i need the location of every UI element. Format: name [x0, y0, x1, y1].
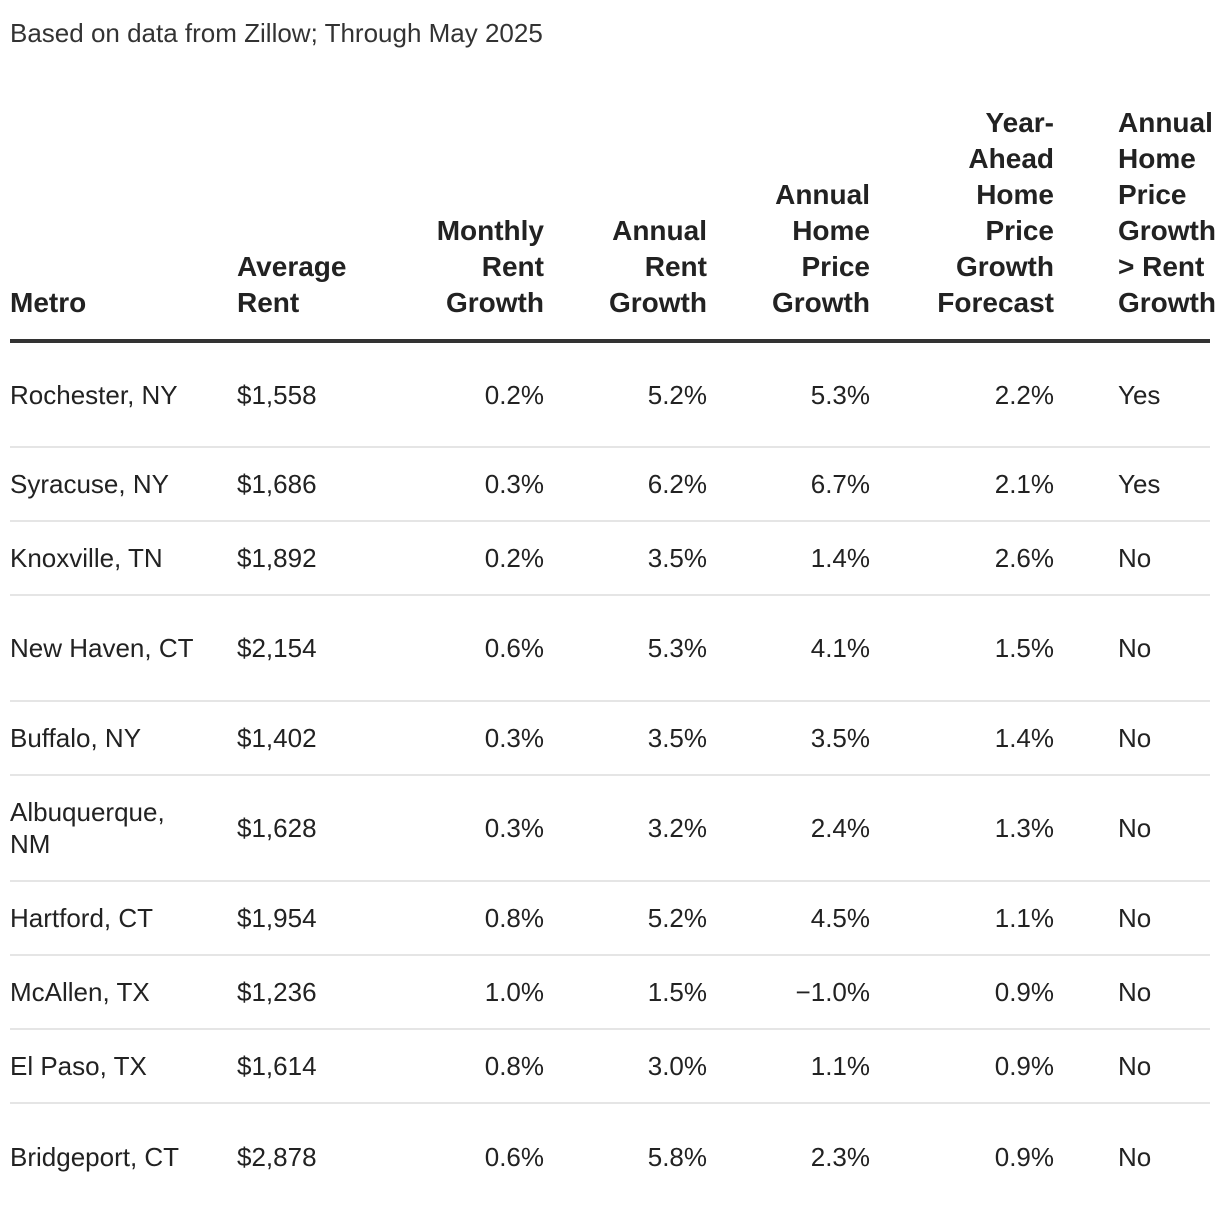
- cell-monthly-rent-growth: 0.3%: [381, 447, 544, 522]
- table-row: Knoxville, TN $1,892 0.2% 3.5% 1.4% 2.6% No: [10, 521, 1210, 596]
- cell-monthly-rent-growth: 0.6%: [381, 595, 544, 702]
- cell-year-ahead-forecast: 2.1%: [870, 447, 1054, 522]
- cell-annual-home-price-growth: 4.5%: [707, 881, 870, 956]
- cell-annual-home-price-growth: −1.0%: [707, 955, 870, 1030]
- cell-price-growth-gt-rent-growth: No: [1054, 775, 1210, 882]
- cell-monthly-rent-growth: 0.2%: [381, 521, 544, 596]
- table-row: Rochester, NY $1,558 0.2% 5.2% 5.3% 2.2% Yes: [10, 341, 1210, 448]
- cell-metro: New Haven, CT: [10, 595, 237, 702]
- table-row: Bridgeport, CT $2,878 0.6% 5.8% 2.3% 0.9% No: [10, 1103, 1210, 1209]
- cell-annual-home-price-growth: 2.3%: [810, 1141, 870, 1172]
- cell-average-rent: $2,878: [237, 1141, 317, 1172]
- cell-metro: Bridgeport, CT: [10, 1141, 180, 1172]
- header-annual-home-price-growth: Annual Home Price Growth: [707, 105, 870, 343]
- cell-annual-rent-growth: 1.5%: [544, 955, 707, 1030]
- cell-price-growth-gt-rent-growth: No: [1054, 881, 1210, 956]
- table-row: Hartford, CT $1,954 0.8% 5.2% 4.5% 1.1% No: [10, 881, 1210, 956]
- header-monthly-rent-growth: Monthly Rent Growth: [381, 105, 544, 343]
- table-row: McAllen, TX $1,236 1.0% 1.5% −1.0% 0.9% No: [10, 955, 1210, 1030]
- table-row: Syracuse, NY $1,686 0.3% 6.2% 6.7% 2.1% Yes: [10, 447, 1210, 522]
- cell-annual-rent-growth: 3.5%: [544, 701, 707, 776]
- cell-price-growth-gt-rent-growth: No: [1054, 521, 1210, 596]
- cell-average-rent: $2,154: [237, 595, 381, 702]
- cell-year-ahead-forecast: 1.3%: [870, 775, 1054, 882]
- table-row: El Paso, TX $1,614 0.8% 3.0% 1.1% 0.9% No: [10, 1029, 1210, 1104]
- cell-annual-home-price-growth: 4.1%: [707, 595, 870, 702]
- cell-metro: Buffalo, NY: [10, 701, 237, 776]
- cell-year-ahead-forecast: 0.9%: [870, 955, 1054, 1030]
- cell-metro: Hartford, CT: [10, 881, 237, 956]
- cell-average-rent: $1,954: [237, 881, 381, 956]
- cell-annual-rent-growth: 5.2%: [544, 341, 707, 448]
- cell-year-ahead-forecast: 0.9%: [994, 1141, 1054, 1172]
- cell-price-growth-gt-rent-growth: No: [1054, 1029, 1210, 1104]
- cell-price-growth-gt-rent-growth: No: [1054, 595, 1210, 702]
- cell-annual-rent-growth: 5.2%: [544, 881, 707, 956]
- header-price-growth-gt-rent-growth: Annual Home Price Growth > Rent Growth: [1054, 105, 1216, 343]
- cell-annual-home-price-growth: 6.7%: [707, 447, 870, 522]
- cell-year-ahead-forecast: 1.1%: [870, 881, 1054, 956]
- cell-annual-home-price-growth: 3.5%: [707, 701, 870, 776]
- cell-annual-rent-growth: 6.2%: [544, 447, 707, 522]
- cell-monthly-rent-growth: 0.8%: [381, 1029, 544, 1104]
- cell-average-rent: $1,236: [237, 955, 381, 1030]
- cell-average-rent: $1,402: [237, 701, 381, 776]
- cell-metro: Rochester, NY: [10, 341, 237, 448]
- cell-annual-rent-growth: 3.5%: [544, 521, 707, 596]
- cell-average-rent: $1,614: [237, 1029, 381, 1104]
- cell-average-rent: $1,686: [237, 447, 381, 522]
- table-body: Rochester, NY $1,558 0.2% 5.2% 5.3% 2.2% Yes Sy…: [10, 341, 1210, 1209]
- cell-annual-home-price-growth: 5.3%: [707, 341, 870, 448]
- cell-monthly-rent-growth: 0.3%: [381, 775, 544, 882]
- cell-year-ahead-forecast: 2.2%: [870, 341, 1054, 448]
- table-header: Metro Average Rent Monthly Rent Growth A…: [10, 105, 1216, 343]
- cell-price-growth-gt-rent-growth: No: [1118, 1141, 1152, 1172]
- cell-monthly-rent-growth: 0.6%: [484, 1141, 544, 1172]
- cell-metro: Knoxville, TN: [10, 521, 237, 596]
- cell-annual-rent-growth: 5.8%: [647, 1141, 707, 1172]
- cell-annual-home-price-growth: 1.1%: [707, 1029, 870, 1104]
- header-average-rent: Average Rent: [237, 105, 381, 343]
- cell-metro: Albuquerque, NM: [10, 775, 237, 882]
- cell-annual-rent-growth: 3.2%: [544, 775, 707, 882]
- cell-year-ahead-forecast: 1.4%: [870, 701, 1054, 776]
- cell-average-rent: $1,558: [237, 341, 381, 448]
- cell-average-rent: $1,628: [237, 775, 381, 882]
- table-row: New Haven, CT $2,154 0.6% 5.3% 4.1% 1.5% No: [10, 595, 1210, 702]
- cell-monthly-rent-growth: 1.0%: [381, 955, 544, 1030]
- cell-year-ahead-forecast: 0.9%: [870, 1029, 1054, 1104]
- header-row: Metro Average Rent Monthly Rent Growth A…: [10, 105, 1216, 343]
- cell-monthly-rent-growth: 0.2%: [381, 341, 544, 448]
- cell-monthly-rent-growth: 0.3%: [381, 701, 544, 776]
- cell-monthly-rent-growth: 0.8%: [381, 881, 544, 956]
- cell-annual-home-price-growth: 1.4%: [707, 521, 870, 596]
- cell-annual-rent-growth: 5.3%: [544, 595, 707, 702]
- cell-price-growth-gt-rent-growth: Yes: [1054, 447, 1210, 522]
- table-row: Albuquerque, NM $1,628 0.3% 3.2% 2.4% 1.3% No: [10, 775, 1210, 882]
- cell-annual-rent-growth: 3.0%: [544, 1029, 707, 1104]
- source-note: Based on data from Zillow; Through May 2…: [10, 18, 543, 48]
- header-metro: Metro: [10, 105, 237, 343]
- cell-year-ahead-forecast: 1.5%: [870, 595, 1054, 702]
- cell-average-rent: $1,892: [237, 521, 381, 596]
- cell-metro: McAllen, TX: [10, 955, 237, 1030]
- cell-price-growth-gt-rent-growth: Yes: [1054, 341, 1210, 448]
- metro-rent-table: Metro Average Rent Monthly Rent Growth A…: [10, 105, 1216, 1209]
- header-year-ahead-forecast: Year-Ahead Home Price Growth Forecast: [870, 105, 1054, 343]
- table-row: Buffalo, NY $1,402 0.3% 3.5% 3.5% 1.4% No: [10, 701, 1210, 776]
- cell-price-growth-gt-rent-growth: No: [1054, 701, 1210, 776]
- cell-year-ahead-forecast: 2.6%: [870, 521, 1054, 596]
- cell-metro: Syracuse, NY: [10, 447, 237, 522]
- cell-annual-home-price-growth: 2.4%: [707, 775, 870, 882]
- header-annual-rent-growth: Annual Rent Growth: [544, 105, 707, 343]
- cell-price-growth-gt-rent-growth: No: [1054, 955, 1210, 1030]
- cell-metro: El Paso, TX: [10, 1029, 237, 1104]
